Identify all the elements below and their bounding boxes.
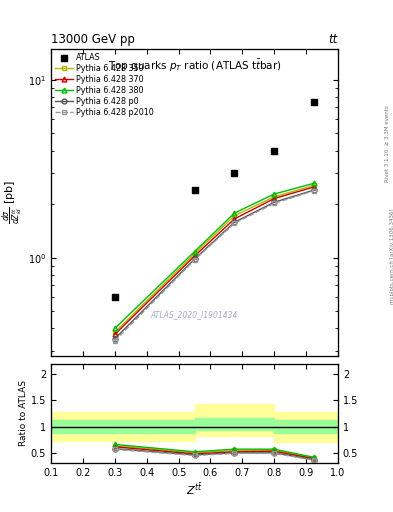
Line: Pythia 6.428 p0: Pythia 6.428 p0 xyxy=(112,187,316,341)
ATLAS xyxy=(112,293,118,301)
Pythia 6.428 350 xyxy=(312,182,316,188)
Pythia 6.428 370 xyxy=(272,196,277,202)
Y-axis label: $\frac{d\sigma}{dZ^{tt}_{id}}$ [pb]: $\frac{d\sigma}{dZ^{tt}_{id}}$ [pb] xyxy=(0,180,25,224)
Y-axis label: Ratio to ATLAS: Ratio to ATLAS xyxy=(19,380,28,446)
Pythia 6.428 350 xyxy=(232,212,237,219)
Pythia 6.428 350 xyxy=(272,194,277,200)
Pythia 6.428 p2010 xyxy=(192,257,197,263)
ATLAS xyxy=(271,146,277,155)
Text: 13000 GeV pp: 13000 GeV pp xyxy=(51,33,135,46)
Pythia 6.428 p2010 xyxy=(272,200,277,206)
Text: tt: tt xyxy=(329,33,338,46)
Text: Rivet 3.1.10, ≥ 3.3M events: Rivet 3.1.10, ≥ 3.3M events xyxy=(385,105,389,182)
ATLAS xyxy=(311,98,317,106)
Pythia 6.428 380 xyxy=(192,249,197,255)
Pythia 6.428 370 xyxy=(312,184,316,190)
Text: mcplots.cern.ch [arXiv:1306.3436]: mcplots.cern.ch [arXiv:1306.3436] xyxy=(390,208,393,304)
Text: Top quarks $p_T$ ratio (ATLAS t$\bar{t}$bar): Top quarks $p_T$ ratio (ATLAS t$\bar{t}$… xyxy=(108,58,281,74)
Pythia 6.428 p2010 xyxy=(232,220,237,226)
Pythia 6.428 380 xyxy=(272,191,277,197)
Pythia 6.428 350 xyxy=(192,251,197,257)
Legend: ATLAS, Pythia 6.428 350, Pythia 6.428 370, Pythia 6.428 380, Pythia 6.428 p0, Py: ATLAS, Pythia 6.428 350, Pythia 6.428 37… xyxy=(53,51,155,118)
Pythia 6.428 p2010 xyxy=(312,187,316,194)
Text: ATLAS_2020_I1901434: ATLAS_2020_I1901434 xyxy=(151,310,238,319)
Line: Pythia 6.428 p2010: Pythia 6.428 p2010 xyxy=(112,188,316,343)
Pythia 6.428 370 xyxy=(232,216,237,222)
X-axis label: $Z^{t\bar{t}}$: $Z^{t\bar{t}}$ xyxy=(186,481,203,497)
Pythia 6.428 350 xyxy=(112,329,117,335)
Pythia 6.428 p0 xyxy=(272,199,277,205)
Pythia 6.428 p0 xyxy=(112,335,117,342)
Line: Pythia 6.428 380: Pythia 6.428 380 xyxy=(112,181,316,331)
ATLAS xyxy=(231,169,237,177)
Pythia 6.428 370 xyxy=(112,331,117,337)
Pythia 6.428 380 xyxy=(112,325,117,331)
Pythia 6.428 p0 xyxy=(232,219,237,225)
Pythia 6.428 p0 xyxy=(312,187,316,193)
Pythia 6.428 380 xyxy=(312,180,316,186)
Line: Pythia 6.428 350: Pythia 6.428 350 xyxy=(112,183,316,335)
Pythia 6.428 p2010 xyxy=(112,338,117,344)
Pythia 6.428 p0 xyxy=(192,256,197,262)
Pythia 6.428 370 xyxy=(192,253,197,259)
Pythia 6.428 380 xyxy=(232,210,237,216)
ATLAS xyxy=(191,186,198,194)
Line: Pythia 6.428 370: Pythia 6.428 370 xyxy=(112,184,316,337)
